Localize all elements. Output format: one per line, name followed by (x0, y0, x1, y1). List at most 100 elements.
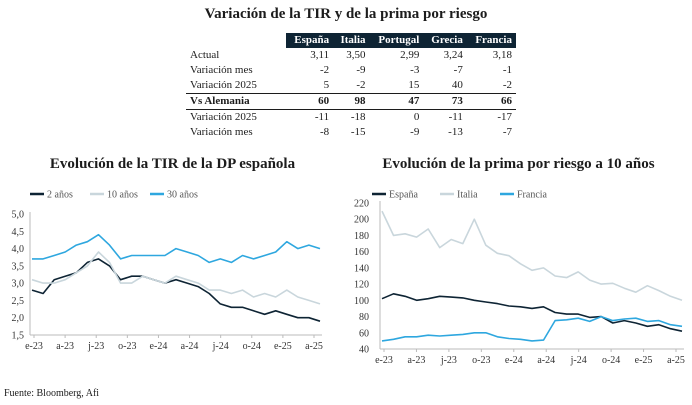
chart-title-prima: Evolución de la prima por riesgo a 10 añ… (382, 156, 655, 172)
tir-line-chart: 5,0 4,5 4,0 3,5 3,0 2,5 2,0 1,5e-23 a-23 j-23 o-23… (12, 190, 323, 353)
col-header: España (286, 33, 334, 48)
y-tick-label: 2,0 (12, 313, 25, 324)
row-label: Variación mes (190, 126, 253, 138)
chart-title-tir: Evolución de la TIR de la DP española (49, 156, 296, 172)
y-tick-label: 4,5 (12, 227, 25, 238)
series-line-1 (381, 210, 683, 302)
col-header: Francia (466, 33, 516, 48)
table-cell: 3,50 (346, 49, 366, 61)
table-cell: -9 (410, 126, 420, 138)
col-header: Italia (333, 33, 370, 48)
y-tick-label: 140 (354, 263, 369, 274)
table-cell: -7 (502, 126, 512, 138)
legend-label: 2 años (47, 190, 73, 201)
table-cell: -1 (502, 64, 512, 76)
prima-line-chart: 220 200 180 160 140 120 100 80 60 40 e-23 a-23 j-23 o… (354, 190, 685, 367)
table-cell: 15 (408, 79, 420, 91)
table-row: Variación 2025 5 -2 15 40 -2 (186, 78, 516, 94)
source-note: Fuente: Bloomberg, Afi (4, 388, 100, 399)
y-tick-label: 3,0 (12, 279, 25, 290)
variation-table: España Italia Portugal Grecia Francia Ac… (186, 33, 516, 140)
row-label: Variación 2025 (190, 111, 257, 123)
y-tick-label: 180 (354, 231, 369, 242)
x-tick-label: j-24 (570, 355, 587, 366)
x-tick-label: e-24 (150, 341, 168, 352)
row-label: Variación mes (190, 64, 253, 76)
col-header: Grecia (423, 33, 467, 48)
series-line-0 (381, 293, 683, 332)
table-cell: -11 (314, 111, 330, 123)
table-cell: -2 (502, 79, 512, 91)
table-cell: 40 (451, 79, 463, 91)
x-tick-label: a-25 (305, 341, 323, 352)
x-tick-label: j-23 (440, 355, 457, 366)
legend-label: Italia (457, 190, 478, 201)
legend-label: España (389, 190, 418, 201)
series-line-1 (31, 251, 321, 305)
table-cell: -7 (453, 64, 463, 76)
x-tick-label: a-23 (56, 341, 74, 352)
y-tick-label: 120 (354, 280, 369, 291)
table-cell: 98 (333, 93, 370, 110)
table-cell: -8 (319, 126, 330, 138)
x-tick-label: a-23 (408, 355, 426, 366)
table-cell: -13 (448, 126, 463, 138)
table-cell: 3,18 (492, 49, 512, 61)
legend-label: 10 años (107, 190, 138, 201)
y-tick-label: 5,0 (12, 210, 25, 221)
y-tick-label: 100 (354, 296, 369, 307)
table-cell: 0 (413, 111, 420, 123)
x-tick-label: e-24 (505, 355, 523, 366)
y-tick-label: 80 (359, 312, 369, 323)
table-cell: 5 (323, 79, 330, 91)
y-tick-label: 220 (354, 199, 369, 210)
series-line-0 (31, 258, 321, 322)
y-tick-label: 40 (359, 345, 369, 356)
table-cell: -18 (350, 111, 366, 123)
table-header-row: España Italia Portugal Grecia Francia (186, 33, 516, 48)
x-tick-label: a-25 (667, 355, 685, 366)
table-cell: 73 (423, 93, 467, 110)
row-label: Variación 2025 (190, 79, 257, 91)
x-tick-label: o-23 (118, 341, 136, 352)
y-tick-label: 2,5 (12, 296, 25, 307)
x-tick-label: a-24 (181, 341, 199, 352)
table-cell: 66 (466, 93, 516, 110)
y-tick-label: 200 (354, 215, 369, 226)
table-cell: -2 (319, 64, 330, 76)
y-tick-label: 60 (359, 328, 369, 339)
legend-label: 30 años (167, 190, 198, 201)
x-tick-label: j-23 (87, 341, 104, 352)
table-row: Actual 3,11 3,50 2,99 3,24 3,18 (186, 48, 516, 63)
table-cell: 2,99 (400, 49, 420, 61)
table-cell: 60 (286, 93, 334, 110)
table-cell: 3,11 (310, 49, 330, 61)
table-cell: -2 (356, 79, 366, 91)
table-row: Variación 2025 -11 -18 0 -11 -17 (186, 110, 516, 126)
legend-label: Francia (517, 190, 548, 201)
x-tick-label: e-25 (274, 341, 292, 352)
y-tick-label: 160 (354, 247, 369, 258)
table-row: Vs Alemania 60 98 47 73 66 (186, 93, 516, 110)
table-title: Variación de la TIR y de la prima por ri… (204, 6, 488, 22)
table-cell: -11 (448, 111, 463, 123)
table-row: Variación mes -2 -9 -3 -7 -1 (186, 63, 516, 78)
row-label: Actual (190, 49, 220, 61)
table-cell: -15 (350, 126, 366, 138)
x-tick-label: e-25 (635, 355, 653, 366)
series-line-2 (32, 233, 321, 264)
y-tick-label: 3,5 (12, 261, 25, 272)
row-label: Vs Alemania (186, 93, 286, 110)
x-tick-label: a-24 (537, 355, 555, 366)
table-cell: 47 (369, 93, 424, 110)
table-cell: -17 (497, 111, 512, 123)
table-cell: 3,24 (443, 49, 463, 61)
table-header-empty (186, 33, 286, 48)
table-row: Variación mes -8 -15 -9 -13 -7 (186, 125, 516, 140)
x-tick-label: e-23 (25, 341, 43, 352)
x-tick-label: e-23 (375, 355, 393, 366)
x-tick-label: o-23 (472, 355, 490, 366)
x-tick-label: o-24 (602, 355, 620, 366)
x-tick-label: j-24 (212, 341, 229, 352)
y-tick-label: 1,5 (12, 331, 25, 342)
